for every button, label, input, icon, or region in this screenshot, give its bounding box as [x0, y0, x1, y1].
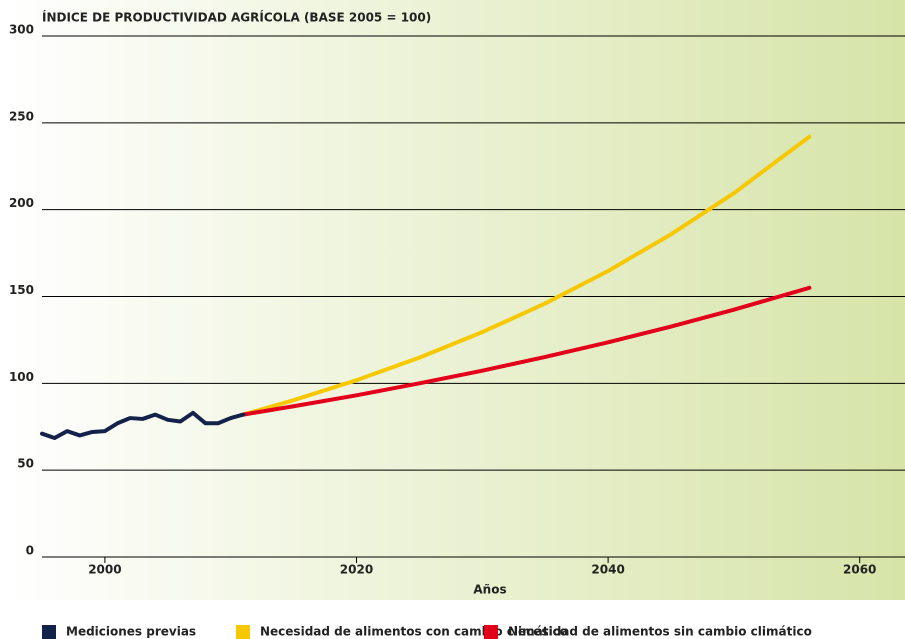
- x-tick-label: 2020: [340, 563, 373, 577]
- x-axis-label: Años: [473, 583, 506, 597]
- line-series: [241, 134, 812, 417]
- y-tick-label: 50: [17, 457, 34, 471]
- line-series: [241, 285, 812, 417]
- legend-swatch: [236, 625, 250, 639]
- x-tick-label: 2060: [843, 563, 876, 577]
- background: [0, 0, 905, 600]
- line-series: [40, 410, 246, 441]
- legend-label: Mediciones previas: [66, 625, 196, 639]
- legend-swatch: [42, 625, 56, 639]
- y-tick-label: 150: [9, 283, 34, 297]
- legend-swatch: [484, 625, 498, 639]
- y-tick-label: 100: [9, 370, 34, 384]
- chart-title: ÍNDICE DE PRODUCTIVIDAD AGRÍCOLA (BASE 2…: [42, 10, 431, 25]
- legend-label: Necesidad de alimentos sin cambio climát…: [508, 625, 812, 639]
- x-tick-label: 2000: [88, 563, 121, 577]
- x-tick-label: 2040: [591, 563, 624, 577]
- y-tick-label: 200: [9, 196, 34, 210]
- y-tick-label: 250: [9, 109, 34, 123]
- y-tick-label: 0: [26, 544, 34, 558]
- y-tick-label: 300: [9, 23, 34, 37]
